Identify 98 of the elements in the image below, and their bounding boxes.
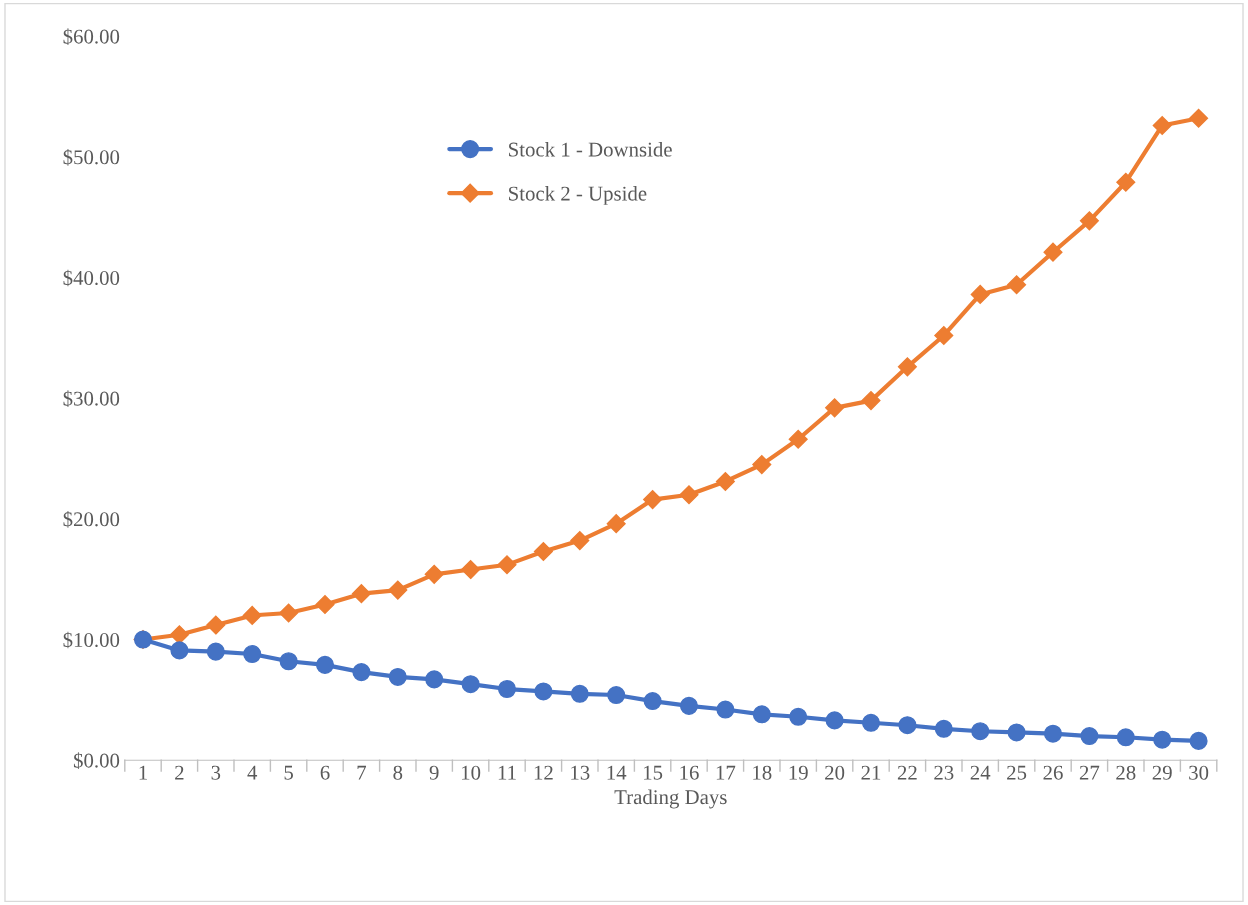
point: [242, 605, 262, 625]
point: [716, 700, 735, 719]
y-tick-label: $30.00: [63, 390, 120, 408]
point: [752, 705, 771, 724]
point: [497, 679, 517, 699]
point: [388, 580, 408, 600]
point: [1116, 728, 1135, 747]
legend-label: Stock 2 - Upside: [509, 185, 647, 205]
x-tick-label: 7: [357, 765, 367, 780]
x-tick-label: 11: [498, 765, 516, 780]
x-tick-label: 6: [320, 765, 330, 780]
point: [243, 644, 262, 664]
x-tick-label: 14: [607, 765, 627, 780]
x-tick-label: 16: [680, 765, 699, 780]
point: [570, 531, 590, 551]
point: [897, 357, 917, 377]
point: [679, 485, 699, 505]
point: [970, 284, 990, 304]
x-tick-label: 30: [1189, 765, 1209, 780]
x-tick-label: 20: [825, 765, 845, 780]
y-tick-label: $60.00: [63, 28, 120, 46]
x-tick-label: 3: [211, 765, 221, 780]
point: [1043, 242, 1063, 262]
point: [424, 564, 444, 584]
point: [206, 615, 226, 635]
y-tick-label: $50.00: [63, 149, 120, 166]
point: [861, 713, 881, 732]
point: [607, 686, 626, 705]
y-tick-label: $40.00: [63, 269, 120, 287]
x-tick-label: 24: [970, 765, 991, 780]
point: [352, 663, 371, 682]
x-tick-label: 23: [934, 765, 954, 780]
legend-label: Stock 1 - Downside: [509, 141, 672, 157]
point: [825, 398, 845, 418]
point: [788, 429, 808, 449]
point: [461, 560, 481, 580]
point: [1080, 727, 1099, 746]
point: [315, 655, 335, 674]
point: [861, 391, 881, 411]
point: [643, 692, 662, 711]
point: [1189, 108, 1209, 128]
x-tick-label: 26: [1043, 765, 1063, 780]
x-tick-label: 27: [1079, 765, 1100, 780]
x-axis-title: Trading Days: [614, 789, 727, 809]
x-tick-label: 2: [175, 765, 184, 780]
point: [351, 584, 371, 604]
x-tick-label: 19: [789, 765, 808, 780]
x-tick-label: 1: [139, 765, 147, 780]
point: [679, 696, 699, 715]
x-tick-label: 8: [393, 765, 403, 780]
x-tick-label: 10: [462, 765, 481, 780]
point: [425, 670, 444, 689]
y-tick-label: $0.00: [73, 752, 120, 770]
x-tick-label: 12: [534, 765, 553, 780]
point: [497, 555, 517, 575]
point: [1189, 731, 1208, 750]
x-tick-label: 15: [644, 765, 663, 780]
point: [715, 471, 735, 491]
point: [534, 682, 553, 701]
point: [1007, 723, 1026, 742]
point: [1007, 275, 1027, 295]
point: [752, 455, 772, 475]
point: [606, 514, 626, 534]
point: [388, 667, 407, 686]
point: [1116, 172, 1136, 192]
x-tick-label: 28: [1116, 765, 1136, 780]
point: [279, 652, 298, 671]
point: [1079, 211, 1099, 231]
point: [898, 716, 917, 735]
point: [315, 595, 335, 615]
point: [461, 675, 480, 694]
x-tick-label: 13: [571, 765, 590, 780]
point: [789, 707, 808, 726]
y-tick-label: $20.00: [63, 511, 120, 528]
point: [934, 719, 953, 738]
x-tick-label: 4: [247, 765, 258, 780]
x-tick-label: 21: [861, 765, 881, 780]
x-tick-label: 25: [1007, 765, 1027, 780]
x-tick-label: 18: [753, 765, 772, 780]
x-tick-label: 9: [429, 765, 439, 780]
point: [1153, 730, 1172, 749]
x-tick-label: 22: [897, 765, 917, 780]
x-tick-label: 17: [716, 765, 736, 780]
point: [279, 603, 299, 623]
point: [169, 625, 189, 645]
point: [570, 684, 589, 703]
point: [170, 641, 189, 660]
point: [533, 541, 553, 561]
point: [825, 711, 844, 730]
point: [206, 642, 225, 661]
point: [934, 325, 954, 345]
point: [1043, 724, 1063, 743]
y-tick-label: $10.00: [63, 631, 120, 649]
point: [643, 490, 663, 510]
point: [971, 722, 990, 741]
x-tick-label: 29: [1152, 765, 1172, 780]
x-tick-label: 5: [284, 765, 293, 780]
point: [1152, 115, 1172, 136]
